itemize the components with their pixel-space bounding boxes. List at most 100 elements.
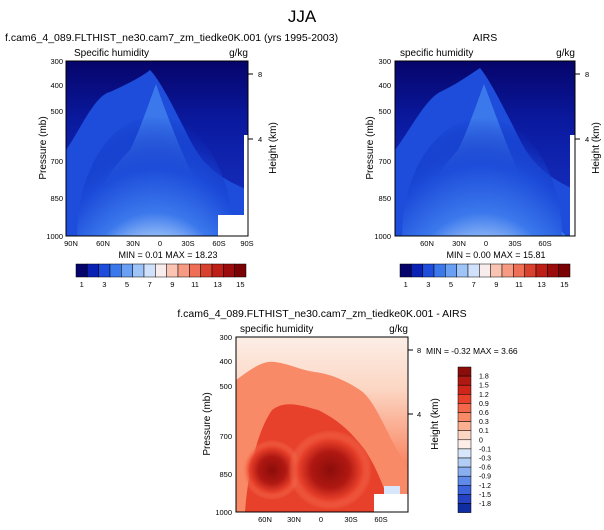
obs-plot-area — [395, 61, 575, 236]
diff-subtitle: specific humidity — [240, 324, 313, 335]
diff-colorbar-swatch-11 — [457, 466, 472, 477]
obs-plot-frame — [394, 60, 576, 237]
obs-colorbar-swatch-11 — [524, 263, 537, 278]
obs-right-label: Height (km) — [591, 122, 602, 174]
model-colorbar-swatch-13 — [223, 263, 235, 278]
model-left-title: f.cam6_4_089.FLTHIST_ne30.cam7_zm_tiedke… — [5, 32, 338, 44]
model-xtick-30N: 30N — [126, 239, 140, 248]
diff-colorbar-swatch-10 — [457, 457, 472, 468]
diff-colorbar-label-8: -0.1 — [479, 446, 491, 453]
obs-colorbar-swatch-2 — [422, 263, 435, 278]
obs-colorbar-swatch-5 — [456, 263, 469, 278]
diff-rtick-8: 8 — [417, 346, 421, 355]
diff-colorbar-swatch-8 — [457, 439, 472, 450]
obs-colorbar-label-13: 13 — [537, 280, 545, 289]
obs-colorbar-swatch-8 — [490, 263, 503, 278]
diff-colorbar-label-3: 0.9 — [479, 401, 489, 408]
model-colorbar-swatch-14 — [234, 263, 247, 278]
obs-colorbar-swatch-1 — [411, 263, 423, 278]
model-colorbar-swatch-5 — [132, 263, 145, 278]
obs-xtick-30S: 30S — [508, 239, 521, 248]
obs-colorbar-swatch-9 — [501, 263, 514, 278]
diff-colorbar-label-13: -1.5 — [479, 492, 491, 499]
model-colorbar-swatch-8 — [166, 263, 179, 278]
obs-panel: AIRS specific humidity g/kg 300 400 500 … — [365, 32, 602, 260]
obs-colorbar-swatch-0 — [399, 263, 412, 278]
diff-right-label: Height (km) — [430, 398, 441, 450]
diff-xtick-30S: 30S — [344, 515, 357, 524]
model-colorbar-swatch-9 — [177, 263, 190, 278]
model-right-label: Height (km) — [268, 122, 279, 174]
obs-colorbar-label-9: 9 — [494, 280, 498, 289]
obs-colorbar-swatch-10 — [513, 263, 525, 278]
model-colorbar-swatch-4 — [121, 263, 133, 278]
diff-units: g/kg — [389, 324, 408, 335]
obs-colorbar-swatch-7 — [479, 263, 491, 278]
model-rtick-8: 8 — [258, 70, 262, 79]
diff-colorbar-label-2: 1.2 — [479, 392, 489, 399]
model-y-axis: 300 400 500 700 850 1000 Pressure (mb) — [38, 57, 63, 241]
diff-xtick-60N: 60N — [258, 515, 272, 524]
diff-xtick-30N: 30N — [287, 515, 301, 524]
model-colorbar-swatch-10 — [189, 263, 201, 278]
model-missing-data — [218, 215, 248, 236]
obs-ylabel: Pressure (mb) — [365, 116, 376, 179]
obs-y-axis: 300 400 500 700 850 1000 Pressure (mb) — [365, 57, 391, 241]
model-colorbar-label-13: 13 — [213, 280, 221, 289]
model-colorbar-label-15: 15 — [236, 280, 244, 289]
figure-title: JJA — [288, 7, 317, 26]
diff-ytick-400: 400 — [219, 357, 232, 366]
model-right-axis: 8 4 Height (km) — [248, 70, 279, 174]
obs-colorbar-swatch-4 — [445, 263, 457, 278]
model-plot-frame — [65, 60, 249, 237]
obs-stats: MIN = 0.00 MAX = 15.81 — [446, 250, 545, 260]
diff-max-center — [288, 430, 372, 510]
model-ylabel: Pressure (mb) — [38, 116, 49, 179]
diff-xtick-0: 0 — [319, 515, 323, 524]
obs-ytick-500: 500 — [378, 107, 391, 116]
obs-xtick-0: 0 — [484, 239, 488, 248]
model-ytick-400: 400 — [50, 81, 63, 90]
model-moisture-core — [77, 116, 233, 236]
diff-colorbar-label-1: 1.5 — [479, 383, 489, 390]
diff-colorbar-swatch-13 — [457, 485, 472, 495]
diff-ylabel: Pressure (mb) — [202, 392, 213, 455]
obs-units: g/kg — [556, 48, 575, 59]
model-colorbar-swatch-0 — [75, 263, 88, 278]
model-subtitle: Specific humidity — [74, 48, 149, 59]
model-colorbar-label-5: 5 — [125, 280, 129, 289]
obs-colorbar-swatch-6 — [467, 263, 480, 278]
diff-neg-patch — [384, 486, 400, 496]
model-panel: f.cam6_4_089.FLTHIST_ne30.cam7_zm_tiedke… — [5, 32, 338, 260]
diff-colorbar-swatch-9 — [457, 448, 472, 459]
diff-colorbar-label-6: 0.1 — [479, 428, 489, 435]
diff-colorbar-label-0: 1.8 — [479, 374, 489, 381]
model-colorbar-swatch-11 — [200, 263, 213, 278]
diff-panel: f.cam6_4_089.FLTHIST_ne30.cam7_zm_tiedke… — [177, 308, 518, 524]
diff-colorbar-swatch-1 — [457, 375, 472, 386]
model-xtick-90S: 90S — [240, 239, 253, 248]
diff-colorbar-label-7: 0 — [479, 437, 483, 444]
diff-ytick-1000: 1000 — [215, 508, 232, 517]
model-colorbar-swatch-2 — [98, 263, 111, 278]
diff-colorbar-label-10: -0.6 — [479, 465, 491, 472]
obs-ytick-850: 850 — [378, 194, 391, 203]
obs-ytick-700: 700 — [378, 157, 391, 166]
obs-ytick-1000: 1000 — [374, 232, 391, 241]
model-xtick-60N: 60N — [96, 239, 110, 248]
diff-colorbar-label-14: -1.8 — [479, 501, 491, 508]
obs-center-title: AIRS — [473, 32, 498, 44]
diff-colorbar-label-9: -0.3 — [479, 456, 491, 463]
diff-y-axis: 300 400 500 700 850 1000 Pressure (mb) — [202, 333, 232, 517]
obs-colorbar-swatch-14 — [558, 263, 571, 278]
diff-colorbar-swatch-12 — [457, 475, 472, 486]
diff-ytick-500: 500 — [219, 382, 232, 391]
obs-colorbar-label-5: 5 — [449, 280, 453, 289]
diff-right-axis: 8 4 Height (km) — [408, 346, 441, 450]
model-colorbar-label-7: 7 — [148, 280, 152, 289]
model-xtick-30S: 30S — [181, 239, 194, 248]
model-colorbar-label-11: 11 — [191, 280, 199, 289]
diff-center-title: f.cam6_4_089.FLTHIST_ne30.cam7_zm_tiedke… — [177, 308, 466, 320]
diff-colorbar-swatch-6 — [457, 421, 472, 431]
diff-ytick-850: 850 — [219, 470, 232, 479]
